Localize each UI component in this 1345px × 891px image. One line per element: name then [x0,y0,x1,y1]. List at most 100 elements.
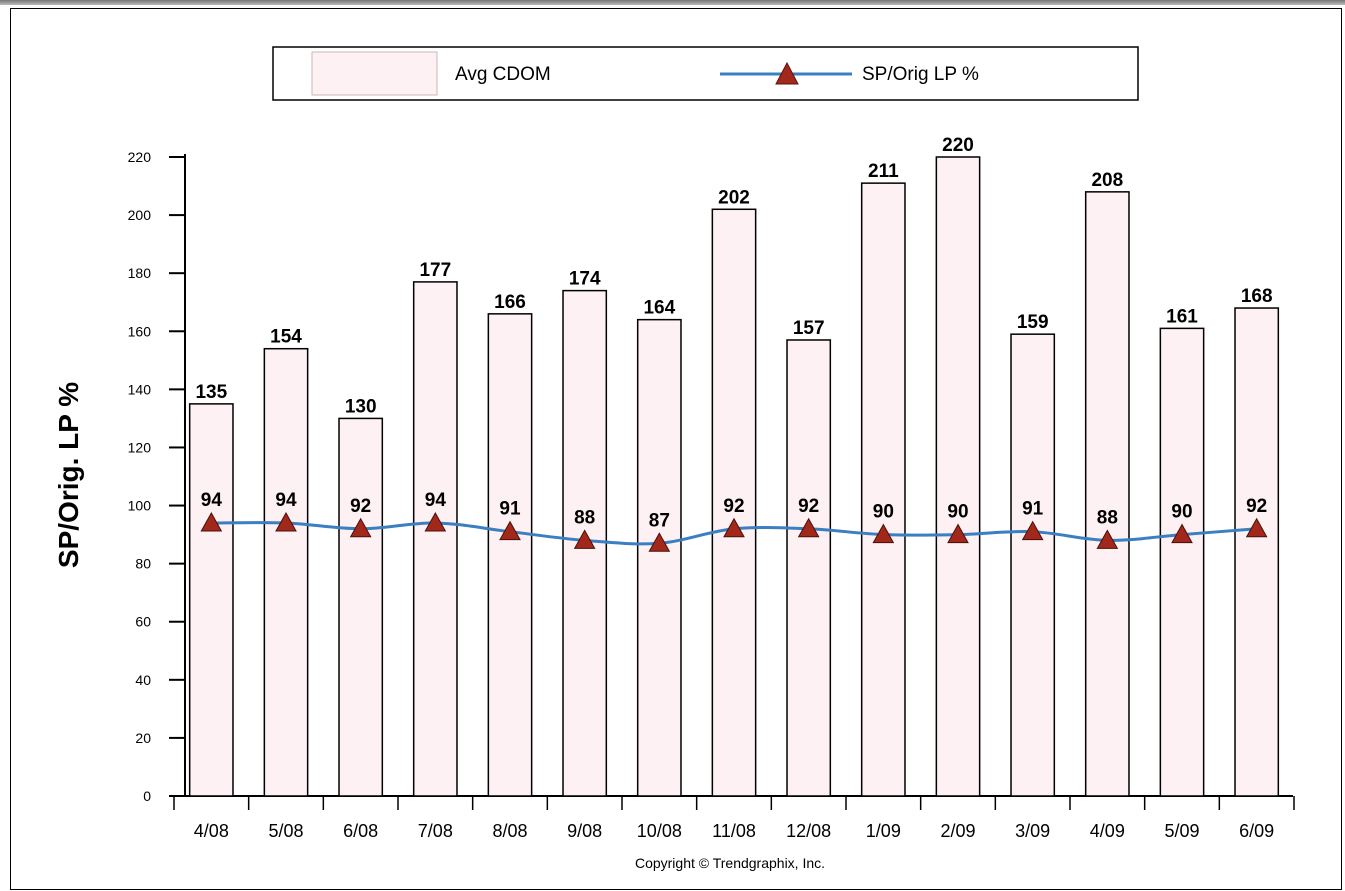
bar-value-label: 166 [494,292,526,313]
line-labels: 94 94 92 94 91 88 87 92 92 90 90 91 88 90 92 [201,490,1267,531]
y-tick-label: 140 [128,381,152,397]
line-marker [275,511,297,532]
y-tick-label: 180 [128,265,152,281]
line-value-label: 92 [1246,496,1267,517]
line-marker [1245,517,1268,538]
bar-value-label: 220 [942,135,974,156]
y-tick-label: 200 [128,207,152,223]
x-tick-label: 12/08 [786,821,831,841]
line-marker [573,529,596,549]
line-marker [349,517,372,538]
bar-value-label: 164 [643,298,675,319]
bar-value-label: 208 [1091,170,1123,191]
line-value-label: 94 [275,490,297,511]
x-tick-label: 1/09 [866,821,901,841]
line-marker [1171,523,1193,544]
line-marker [499,520,521,541]
bar-value-label: 211 [868,161,899,182]
line-marker [797,517,820,538]
x-tick-label: 4/09 [1090,821,1125,841]
line-value-label: 94 [425,490,447,511]
line-marker [947,523,969,544]
bar-value-label: 130 [345,396,377,417]
line-series [200,511,1268,552]
legend-bar-label: Avg CDOM [455,64,551,85]
bar-value-label: 161 [1166,306,1198,327]
x-tick-label: 8/08 [492,821,527,841]
line-value-label: 92 [350,496,371,517]
bar [188,403,234,797]
copyright-text: Copyright © Trendgraphix, Inc. [635,855,825,871]
bar-labels: 135 154 130 177 166 174 164 202 157 211 220 159 208 1… [195,135,1272,417]
x-tick-label: 5/09 [1164,821,1199,841]
y-tick-label: 0 [143,788,151,804]
x-tick-label: 11/08 [712,821,756,841]
bar [263,347,309,797]
top-border-strip [0,0,1345,5]
bar [636,318,682,797]
y-tick-label: 160 [128,323,152,339]
x-tick-label: 6/08 [343,821,378,841]
legend-line-label: SP/Orig LP % [862,64,979,85]
x-tick-label: 10/08 [637,821,682,841]
y-tick-label: 80 [135,556,151,572]
bar [412,281,458,797]
bar [786,339,832,797]
y-tick-label: 220 [128,149,152,165]
bar-value-label: 135 [195,382,227,403]
bar [1234,307,1280,797]
bar-value-label: 177 [419,260,451,281]
line-value-label: 90 [1171,502,1192,523]
bar-value-label: 202 [718,187,750,208]
y-axis-title: SP/Orig. LP % [53,382,84,568]
bar [935,156,981,797]
bar [1084,191,1130,797]
bar [338,417,384,797]
line-value-label: 87 [649,510,670,531]
y-tick-label: 40 [135,672,151,688]
line-marker [200,511,223,532]
bar [860,182,906,797]
line-value-label: 90 [947,502,968,523]
line-marker [723,517,745,538]
bar-value-label: 174 [569,269,601,290]
x-tick-labels: 4/08 5/08 6/08 7/08 8/08 9/08 10/08 11/08 12/08 1… [194,821,1274,841]
bars [188,156,1280,797]
line-value-label: 88 [1097,507,1118,528]
x-tick-label: 4/08 [194,821,229,841]
line-value-label: 91 [1022,499,1044,520]
y-tick-label: 100 [128,498,152,514]
x-tick-label: 2/09 [940,821,975,841]
line-value-label: 92 [798,496,819,517]
bar [1159,327,1205,797]
bar [711,208,757,797]
x-tick-label: 7/08 [418,821,453,841]
line-marker [1021,520,1044,541]
x-tick-label: 6/09 [1239,821,1274,841]
legend: Avg CDOM SP/Orig LP % [272,46,1139,101]
line-value-label: 94 [201,490,223,511]
bar [487,313,533,797]
bar-value-label: 168 [1241,286,1273,307]
line-value-label: 92 [723,496,744,517]
bar [1010,333,1056,797]
x-tick-label: 3/09 [1015,821,1050,841]
x-tick-label: 9/08 [567,821,602,841]
legend-triangle-marker [775,61,799,85]
y-tick-label: 60 [135,614,151,630]
legend-bar-swatch [311,51,438,96]
line-marker [872,523,895,544]
line-marker [424,511,447,532]
x-tick-label: 5/08 [268,821,303,841]
y-tick-label: 20 [135,730,151,746]
line-marker [1096,529,1119,549]
bar-value-label: 159 [1017,312,1049,333]
bar-value-label: 157 [793,318,825,339]
line-value-label: 91 [499,499,521,520]
bar-value-label: 154 [270,327,302,348]
line-value-label: 90 [873,502,894,523]
line-value-label: 88 [574,507,595,528]
line-marker [648,532,671,552]
y-tick-label: 120 [128,439,152,455]
